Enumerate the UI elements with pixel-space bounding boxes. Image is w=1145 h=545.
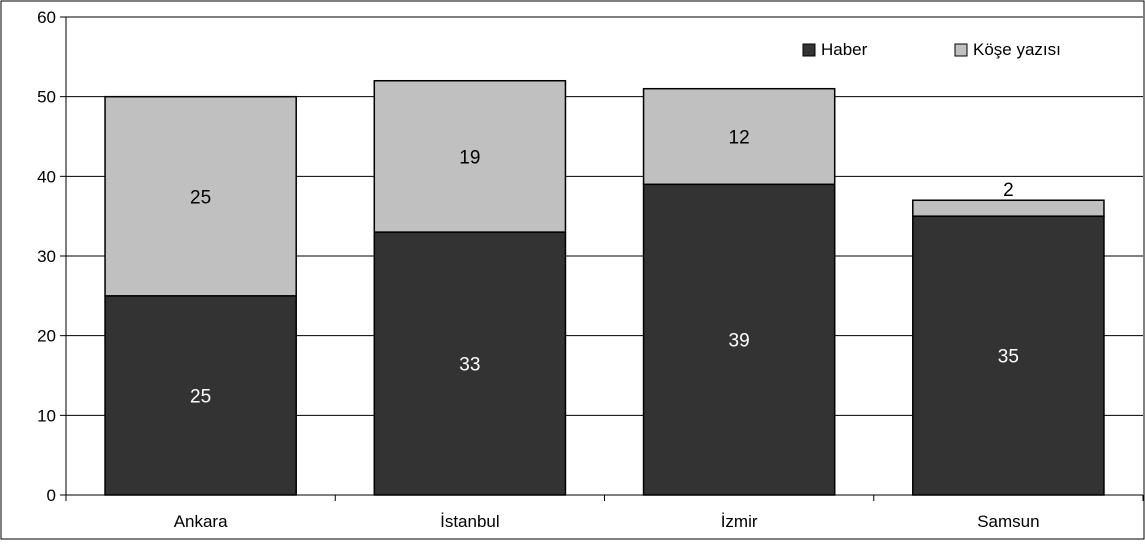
y-tick-label: 0 bbox=[47, 486, 56, 505]
bar-segment bbox=[104, 295, 297, 496]
data-label: 12 bbox=[729, 128, 750, 149]
data-label: 19 bbox=[459, 147, 480, 168]
bar-segment bbox=[373, 79, 567, 233]
bar-segment bbox=[642, 87, 836, 186]
bar-segment bbox=[642, 183, 836, 496]
data-label: 2 bbox=[1003, 180, 1014, 201]
x-tick-label: Samsun bbox=[977, 512, 1039, 531]
y-tick-label: 60 bbox=[37, 8, 56, 27]
x-tick-label: İzmir bbox=[721, 512, 758, 531]
legend-swatch bbox=[802, 43, 816, 57]
y-tick-label: 40 bbox=[37, 167, 56, 186]
data-label: 39 bbox=[729, 331, 750, 352]
legend-swatch bbox=[954, 43, 968, 57]
data-label: 25 bbox=[190, 187, 211, 208]
bars bbox=[104, 79, 1105, 496]
y-tick-label: 20 bbox=[37, 327, 56, 346]
x-tick-label: Ankara bbox=[174, 512, 228, 531]
bar-segment bbox=[104, 95, 297, 297]
data-label: 33 bbox=[459, 355, 480, 376]
bar-segment bbox=[912, 199, 1105, 217]
data-label: 25 bbox=[190, 386, 211, 407]
y-tick-label: 10 bbox=[37, 406, 56, 425]
legend: Haber Köşe yazısı bbox=[802, 40, 1061, 59]
bar-segment bbox=[912, 215, 1105, 496]
x-tick-label: İstanbul bbox=[440, 512, 500, 531]
y-tick-label: 50 bbox=[37, 88, 56, 107]
data-labels: 25 25 33 19 39 12 35 2 bbox=[190, 128, 1019, 408]
axes: 0 10 20 30 40 50 60 Ankara İstanbul İzmir Samsun bbox=[37, 8, 1144, 531]
legend-label: Köşe yazısı bbox=[973, 40, 1061, 59]
legend-label: Haber bbox=[821, 40, 868, 59]
data-label: 35 bbox=[998, 347, 1019, 368]
y-tick-label: 30 bbox=[37, 247, 56, 266]
